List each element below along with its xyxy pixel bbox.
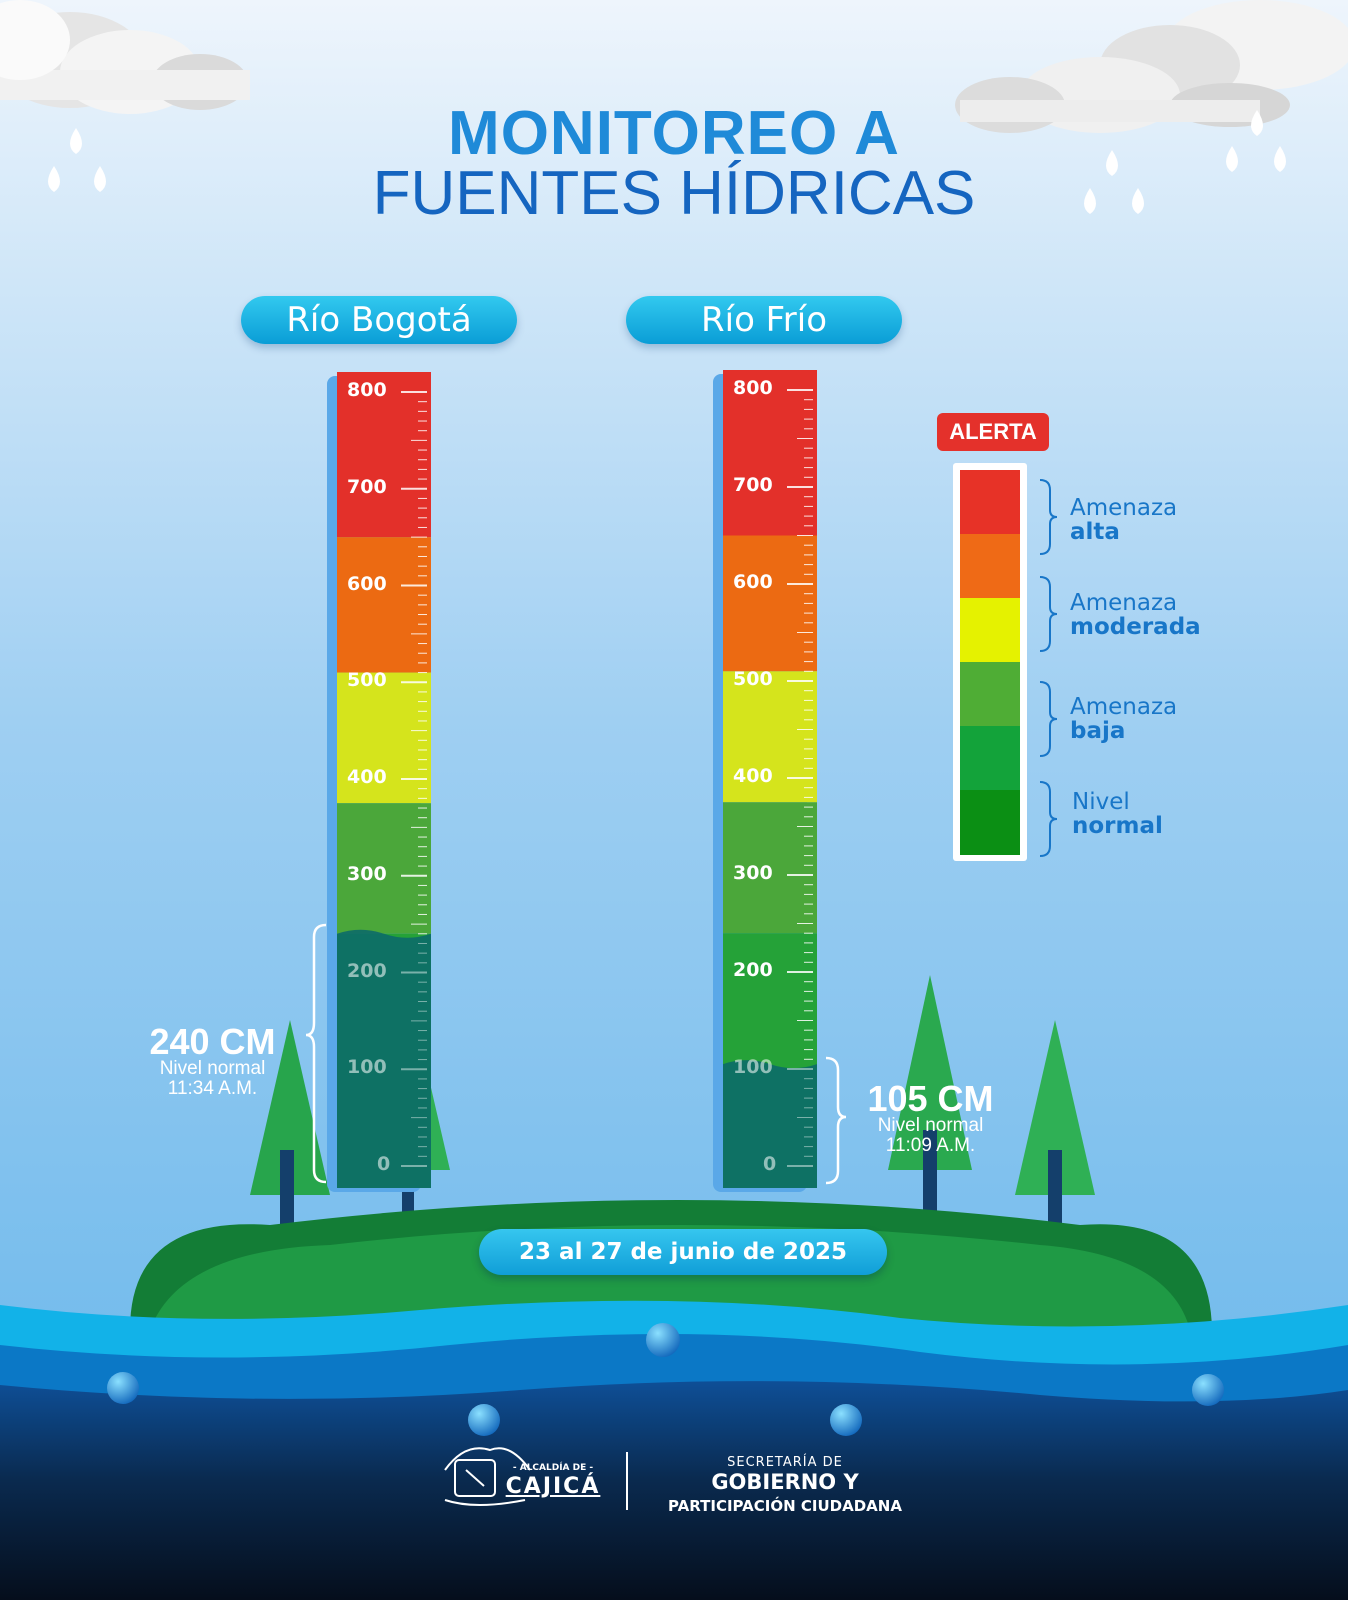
scale-label: 700	[347, 475, 387, 498]
footer-secretaria-line1: GOBIERNO Y	[711, 1470, 859, 1494]
scale-label: 100	[733, 1056, 773, 1078]
legend-swatch	[960, 790, 1020, 855]
scale-label: 600	[733, 571, 773, 593]
reading-status-frio: Nivel normal	[877, 1115, 984, 1136]
cajica-seal-logo	[444, 1447, 531, 1506]
footer-cajica: CAJICÁ	[505, 1474, 601, 1499]
legend-item-moderada: Amenaza moderada	[1070, 591, 1201, 639]
legend-item-baja-line2: baja	[1070, 718, 1126, 744]
cloud-left	[0, 0, 250, 114]
legend-swatch	[960, 598, 1020, 663]
scale-label: 800	[347, 379, 387, 401]
footer-secretaria-small: SECRETARÍA DE	[727, 1455, 843, 1470]
water	[0, 1300, 1348, 1600]
cloud-right	[955, 0, 1348, 133]
reading-time-frio: 11:09 A.M.	[885, 1135, 976, 1156]
legend-item-alta-line2: alta	[1070, 519, 1120, 545]
scale-label: 700	[733, 474, 773, 496]
legend-swatch	[960, 662, 1020, 727]
reading-value-frio: 105 CM	[867, 1078, 994, 1119]
legend-item-baja-line1: Amenaza	[1070, 694, 1178, 720]
scale-label: 300	[347, 862, 387, 885]
gauge-zone	[337, 537, 431, 673]
legend-item-alta: Amenaza alta	[1070, 496, 1177, 544]
gauge-water-fill	[337, 929, 431, 1188]
gauge-rio-bogota	[327, 372, 431, 1192]
gauge-zone	[723, 671, 817, 803]
gauge-zone	[337, 672, 431, 804]
bracket-bogota	[305, 923, 327, 1184]
reading-time-bogota: 11:34 A.M.	[167, 1078, 258, 1099]
gauge-name-rio-frio: Río Frío	[626, 296, 902, 344]
rain-drops	[48, 110, 1286, 214]
scale-label: 400	[733, 765, 773, 787]
gauge-zone	[723, 802, 817, 934]
reading-status-bogota: Nivel normal	[159, 1058, 266, 1079]
title-line-1: MONITOREO A	[448, 99, 900, 168]
scale-label: 300	[733, 862, 773, 884]
legend-item-normal: Nivel normal	[1072, 790, 1163, 838]
scale-label: 400	[347, 766, 387, 788]
legend-item-normal-line2: normal	[1072, 813, 1163, 839]
gauge-zone	[723, 370, 817, 536]
legend-item-moderada-line1: Amenaza	[1070, 590, 1178, 616]
scale-label: 500	[347, 669, 387, 692]
scale-label: 800	[733, 377, 773, 399]
gauge-water-fill	[723, 1060, 817, 1188]
scale-label: 100	[347, 1056, 387, 1079]
scale-label: 200	[733, 959, 773, 981]
legend-swatch	[960, 470, 1020, 535]
footer-secretaria-line2: PARTICIPACIÓN CIUDADANA	[668, 1497, 902, 1515]
reading-bogota: 240 CM Nivel normal 11:34 A.M.	[135, 1021, 290, 1099]
scale-label: 0	[377, 1153, 391, 1175]
legend-item-alta-line1: Amenaza	[1070, 495, 1178, 521]
reading-value-bogota: 240 CM	[149, 1021, 276, 1062]
gauge-zone	[723, 535, 817, 672]
legend-item-baja: Amenaza baja	[1070, 695, 1177, 743]
legend-item-normal-line1: Nivel	[1072, 789, 1130, 815]
footer-cajica-small: - ALCALDÍA DE -	[512, 1463, 594, 1473]
reading-frio: 105 CM Nivel normal 11:09 A.M.	[853, 1078, 1008, 1156]
legend-swatch	[960, 534, 1020, 599]
scale-label: 0	[763, 1153, 777, 1175]
legend-item-moderada-line2: moderada	[1070, 614, 1201, 640]
date-range-pill: 23 al 27 de junio de 2025	[479, 1229, 887, 1275]
gauge-zone	[337, 372, 431, 538]
scale-label: 600	[347, 572, 387, 595]
scale-label: 500	[733, 668, 773, 690]
alert-badge: ALERTA	[937, 413, 1049, 451]
scale-label: 200	[347, 959, 387, 982]
green-hill	[130, 1200, 1212, 1330]
title-line-2: FUENTES HÍDRICAS	[372, 159, 976, 228]
water-drops	[107, 1323, 1224, 1436]
gauge-rio-frio	[713, 370, 817, 1192]
gauge-name-rio-bogota: Río Bogotá	[241, 296, 517, 344]
gauge-zone	[337, 803, 431, 934]
alert-legend-bar	[953, 463, 1058, 861]
legend-swatch	[960, 726, 1020, 791]
bracket-frio	[825, 1056, 847, 1185]
